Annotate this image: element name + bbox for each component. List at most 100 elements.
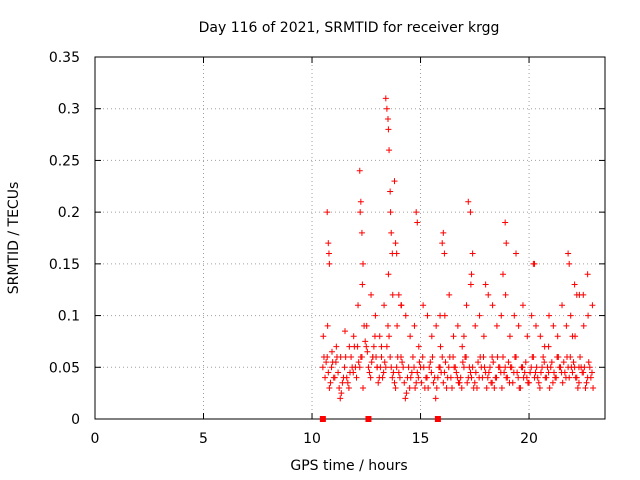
- data-point: [531, 374, 538, 381]
- data-point: [514, 369, 521, 376]
- data-point: [347, 369, 353, 376]
- data-point: [498, 312, 505, 319]
- data-point: [360, 384, 367, 391]
- data-point: [388, 364, 395, 371]
- data-point: [382, 95, 389, 102]
- x-tick-label: 20: [520, 431, 538, 447]
- y-tick-label: 0.3: [58, 102, 80, 118]
- data-point: [326, 260, 333, 267]
- data-point: [590, 384, 597, 391]
- data-point: [489, 302, 496, 309]
- data-point: [413, 379, 420, 386]
- data-point: [336, 384, 343, 391]
- data-point: [553, 374, 560, 381]
- data-point: [472, 369, 479, 376]
- data-point: [376, 333, 383, 340]
- grid-lines: [95, 57, 605, 419]
- data-point: [358, 229, 365, 236]
- data-point: [346, 343, 353, 350]
- data-point: [584, 271, 591, 278]
- data-point: [390, 369, 397, 376]
- data-point: [511, 312, 518, 319]
- data-point: [468, 271, 475, 278]
- data-point: [458, 384, 465, 391]
- y-tick-label: 0.2: [58, 205, 80, 221]
- data-point: [323, 359, 330, 366]
- y-tick-label: 0.25: [49, 153, 80, 169]
- data-point: [443, 384, 450, 391]
- data-point: [328, 364, 335, 371]
- data-point: [551, 369, 557, 376]
- data-point: [557, 364, 564, 371]
- data-point: [459, 359, 466, 366]
- data-point: [522, 359, 529, 366]
- data-point: [548, 359, 555, 366]
- data-point: [535, 379, 542, 386]
- data-point: [516, 384, 523, 391]
- data-point: [570, 359, 577, 366]
- data-point: [406, 384, 413, 391]
- data-point: [575, 379, 582, 386]
- data-point: [586, 364, 593, 371]
- data-point: [467, 209, 474, 216]
- data-point: [520, 374, 527, 381]
- data-point: [580, 322, 587, 329]
- data-point: [338, 390, 345, 397]
- data-point: [469, 250, 476, 257]
- data-point: [425, 384, 432, 391]
- data-point: [416, 359, 423, 366]
- data-point: [494, 353, 501, 360]
- data-point: [412, 384, 419, 391]
- data-point: [388, 229, 395, 236]
- data-point: [395, 291, 402, 298]
- data-point: [457, 374, 464, 381]
- data-point: [515, 374, 522, 381]
- chart-title: Day 116 of 2021, SRMTID for receiver krg…: [199, 20, 500, 36]
- data-point: [368, 291, 375, 298]
- data-point: [356, 364, 363, 371]
- data-point: [409, 353, 416, 360]
- data-point: [521, 369, 528, 376]
- data-point: [583, 379, 590, 386]
- data-point: [515, 322, 522, 329]
- x-tick-label: 15: [412, 431, 430, 447]
- data-point: [498, 384, 505, 391]
- data-point: [536, 384, 543, 391]
- data-point: [402, 395, 409, 402]
- data-point: [463, 302, 470, 309]
- data-point: [366, 369, 373, 376]
- data-point: [532, 322, 539, 329]
- data-point: [468, 374, 475, 381]
- data-point: [575, 364, 582, 371]
- data-point: [489, 353, 496, 360]
- data-point: [426, 364, 433, 371]
- x-axis-label: GPS time / hours: [290, 458, 407, 474]
- data-point: [392, 384, 399, 391]
- data-point: [432, 395, 439, 402]
- data-point: [437, 343, 444, 350]
- data-point: [433, 384, 440, 391]
- data-point: [532, 369, 539, 376]
- data-point: [339, 379, 346, 386]
- data-point: [482, 281, 489, 288]
- data-point: [462, 353, 469, 360]
- data-point: [502, 219, 509, 226]
- data-point: [407, 374, 414, 381]
- data-point: [476, 312, 483, 319]
- data-point: [501, 369, 508, 376]
- data-point: [413, 209, 420, 216]
- data-point: [493, 322, 500, 329]
- data-point: [407, 333, 414, 340]
- y-tick-label: 0: [71, 412, 80, 428]
- data-point: [485, 369, 492, 376]
- data-point: [348, 353, 355, 360]
- data-point: [565, 250, 572, 257]
- data-point: [408, 369, 415, 376]
- data-point: [503, 374, 510, 381]
- data-point: [524, 379, 531, 386]
- data-point: [539, 364, 546, 371]
- data-point: [475, 359, 482, 366]
- data-point: [427, 359, 434, 366]
- data-point: [415, 343, 422, 350]
- data-point: [357, 198, 364, 205]
